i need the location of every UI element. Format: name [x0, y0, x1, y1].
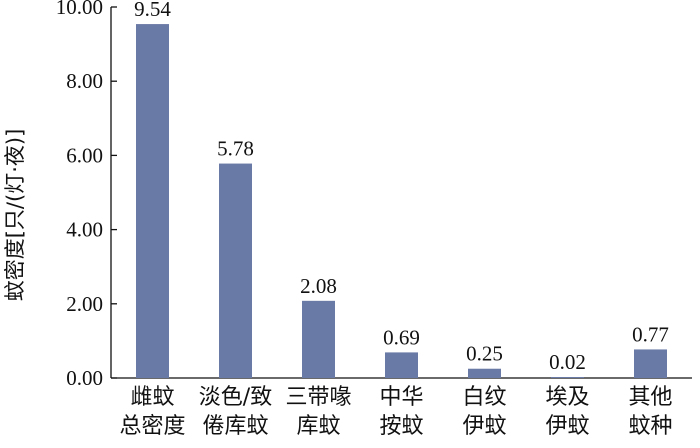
data-label: 0.02: [549, 350, 586, 374]
data-label: 5.78: [217, 137, 254, 161]
category-label: 蚊种: [628, 414, 672, 439]
y-tick-label: 8.00: [66, 69, 103, 93]
bars: [136, 24, 667, 378]
y-tick-label: 4.00: [66, 218, 103, 242]
y-tick-label: 10.00: [56, 0, 103, 19]
category-label: 伊蚊: [462, 414, 506, 439]
bar: [136, 24, 169, 378]
y-ticks: 0.00 2.00 4.00 6.00 8.00 10.00: [56, 0, 117, 390]
data-labels: 9.54 5.78 2.08 0.69 0.25 0.02 0.77: [134, 0, 669, 374]
bar: [302, 300, 335, 378]
category-label: 伊蚊: [545, 414, 589, 439]
y-axis-title: 蚊密度[只/(灯·夜)]: [3, 129, 27, 302]
category-label: 白纹: [462, 385, 506, 410]
y-tick-label: 6.00: [66, 143, 103, 167]
category-label: 其他: [628, 385, 672, 410]
bar: [468, 368, 501, 378]
axes: [110, 7, 692, 379]
category-label: 按蚊: [379, 414, 423, 439]
bar: [634, 349, 667, 378]
category-label: 埃及: [545, 385, 589, 410]
data-label: 2.08: [300, 274, 337, 298]
category-label: 淡色/致: [199, 385, 272, 410]
data-label: 0.25: [466, 342, 503, 366]
y-tick-label: 2.00: [66, 292, 103, 316]
data-label: 9.54: [134, 0, 171, 21]
category-label: 中华: [379, 385, 423, 410]
bar: [551, 377, 584, 378]
category-label: 倦库蚊: [202, 414, 268, 439]
category-label: 总密度: [119, 414, 185, 439]
category-label: 雌蚊: [130, 385, 174, 410]
bar: [219, 163, 252, 378]
bar: [385, 352, 418, 378]
y-tick-label: 0.00: [66, 366, 103, 390]
data-label: 0.69: [383, 325, 420, 349]
data-label: 0.77: [632, 322, 669, 346]
category-label: 三带喙: [285, 385, 351, 410]
category-label: 库蚊: [296, 414, 340, 439]
